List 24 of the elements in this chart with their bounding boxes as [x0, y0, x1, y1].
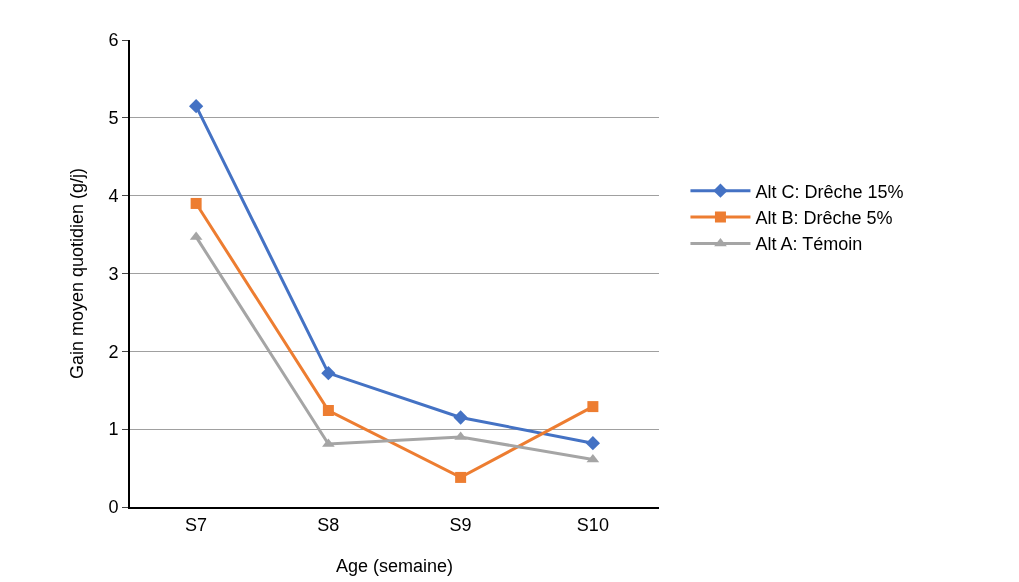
point [188, 99, 204, 114]
y-tick-label: 5 [108, 108, 119, 129]
legend-label: Alt C: Drêche 15% [755, 181, 904, 202]
y-tick-label: 4 [108, 185, 119, 206]
y-tick-label: 1 [108, 419, 119, 440]
y-tick-label: 3 [108, 263, 119, 284]
y-tick-label: 6 [108, 30, 119, 51]
point [587, 401, 599, 413]
point [455, 471, 467, 483]
point [321, 365, 336, 381]
point [453, 410, 468, 425]
legend-label: Alt A: Témoin [755, 234, 863, 255]
point [190, 197, 202, 209]
x-tick-label: S7 [185, 514, 208, 535]
y-tick-label: 2 [108, 341, 119, 362]
y-tick-label: 0 [108, 497, 119, 518]
x-tick-label: S9 [449, 514, 472, 535]
y-axis-title: Gain moyen quotidien (g/j) [67, 167, 87, 380]
x-axis-title: Age (semaine) [335, 556, 454, 576]
x-tick-label: S8 [317, 514, 340, 535]
legend-label: Alt B: Drêche 5% [755, 208, 893, 229]
point [585, 436, 601, 451]
x-tick-label: S10 [576, 514, 609, 535]
point [322, 404, 334, 416]
